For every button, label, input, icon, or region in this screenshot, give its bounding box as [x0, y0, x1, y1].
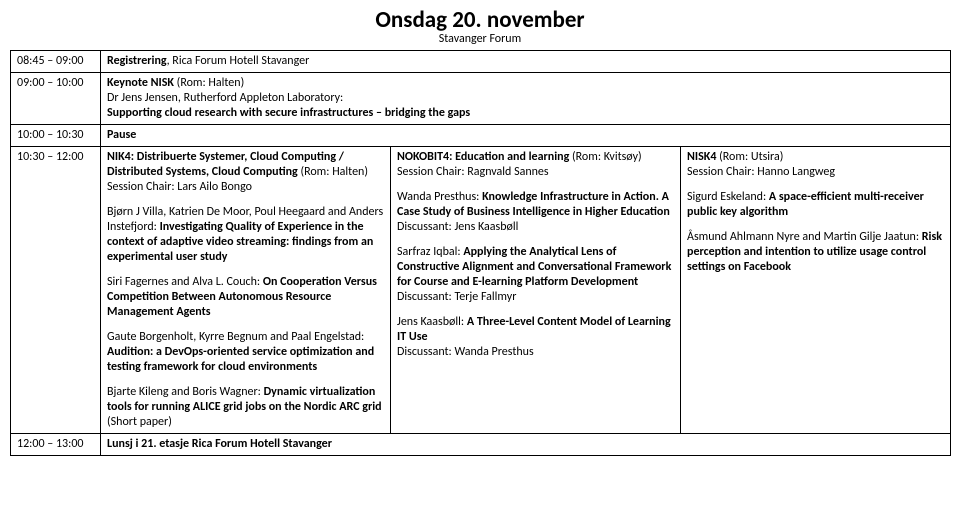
talk-note: (Short paper)	[107, 415, 172, 429]
table-row: 10:30 – 12:00 NIK4: Distribuerte Systeme…	[11, 147, 951, 434]
time-cell: 08:45 – 09:00	[11, 51, 101, 73]
talk-authors: Åsmund Ahlmann Nyre and Martin Gilje Jaa…	[687, 230, 922, 244]
session-nokobit4-cell: NOKOBIT4: Education and learning (Rom: K…	[391, 147, 681, 434]
talk-authors: Jens Kaasbøll:	[397, 315, 467, 329]
talk-discussant: Discussant: Wanda Presthus	[397, 345, 534, 359]
pause-cell: Pause	[101, 125, 951, 147]
session-nokobit4-room: (Rom: Kvitsøy)	[569, 150, 641, 164]
session-nisk4-cell: NISK4 (Rom: Utsira) Session Chair: Hanno…	[681, 147, 951, 434]
time-cell: 12:00 – 13:00	[11, 434, 101, 456]
talk-authors: Bjarte Kileng and Boris Wagner:	[107, 385, 264, 399]
session-nik4-room: (Rom: Halten)	[298, 165, 368, 179]
schedule-table: 08:45 – 09:00 Registrering, Rica Forum H…	[10, 50, 951, 456]
lunch-cell: Lunsj i 21. etasje Rica Forum Hotell Sta…	[101, 434, 951, 456]
time-cell: 10:30 – 12:00	[11, 147, 101, 434]
time-cell: 09:00 – 10:00	[11, 73, 101, 125]
registration-label: Registrering	[107, 54, 167, 68]
session-nik4-cell: NIK4: Distribuerte Systemer, Cloud Compu…	[101, 147, 391, 434]
keynote-talk-title: Supporting cloud research with secure in…	[107, 106, 944, 121]
talk-authors: Siri Fagernes and Alva L. Couch:	[107, 275, 263, 289]
talk-authors: Sigurd Eskeland:	[687, 190, 769, 204]
talk-authors: Wanda Presthus:	[397, 190, 482, 204]
talk-title: Audition: a DevOps-oriented service opti…	[107, 345, 374, 374]
schedule-page: Onsdag 20. november Stavanger Forum 08:4…	[0, 0, 960, 464]
table-row: 09:00 – 10:00 Keynote NISK (Rom: Halten)…	[11, 73, 951, 125]
session-nokobit4-title: NOKOBIT4: Education and learning	[397, 150, 569, 164]
keynote-cell: Keynote NISK (Rom: Halten) Dr Jens Jense…	[101, 73, 951, 125]
session-nik4-chair: Session Chair: Lars Ailo Bongo	[107, 180, 252, 194]
keynote-room: (Rom: Halten)	[174, 76, 244, 90]
session-nisk4-title: NISK4	[687, 150, 716, 164]
page-subtitle: Stavanger Forum	[10, 33, 950, 46]
talk-authors: Sarfraz Iqbal:	[397, 245, 463, 259]
page-header: Onsdag 20. november Stavanger Forum	[10, 8, 950, 46]
time-cell: 10:00 – 10:30	[11, 125, 101, 147]
session-nisk4-room: (Rom: Utsira)	[716, 150, 783, 164]
registration-cell: Registrering, Rica Forum Hotell Stavange…	[101, 51, 951, 73]
table-row: 12:00 – 13:00 Lunsj i 21. etasje Rica Fo…	[11, 434, 951, 456]
session-nokobit4-chair: Session Chair: Ragnvald Sannes	[397, 165, 549, 179]
session-nisk4-chair: Session Chair: Hanno Langweg	[687, 165, 835, 179]
talk-authors: Gaute Borgenholt, Kyrre Begnum and Paal …	[107, 330, 364, 344]
page-title: Onsdag 20. november	[10, 8, 950, 33]
talk-discussant: Discussant: Jens Kaasbøll	[397, 220, 518, 234]
keynote-title: Keynote NISK	[107, 76, 174, 90]
table-row: 08:45 – 09:00 Registrering, Rica Forum H…	[11, 51, 951, 73]
talk-discussant: Discussant: Terje Fallmyr	[397, 290, 516, 304]
registration-location: , Rica Forum Hotell Stavanger	[167, 54, 310, 68]
keynote-speaker: Dr Jens Jensen, Rutherford Appleton Labo…	[107, 91, 944, 106]
table-row: 10:00 – 10:30 Pause	[11, 125, 951, 147]
